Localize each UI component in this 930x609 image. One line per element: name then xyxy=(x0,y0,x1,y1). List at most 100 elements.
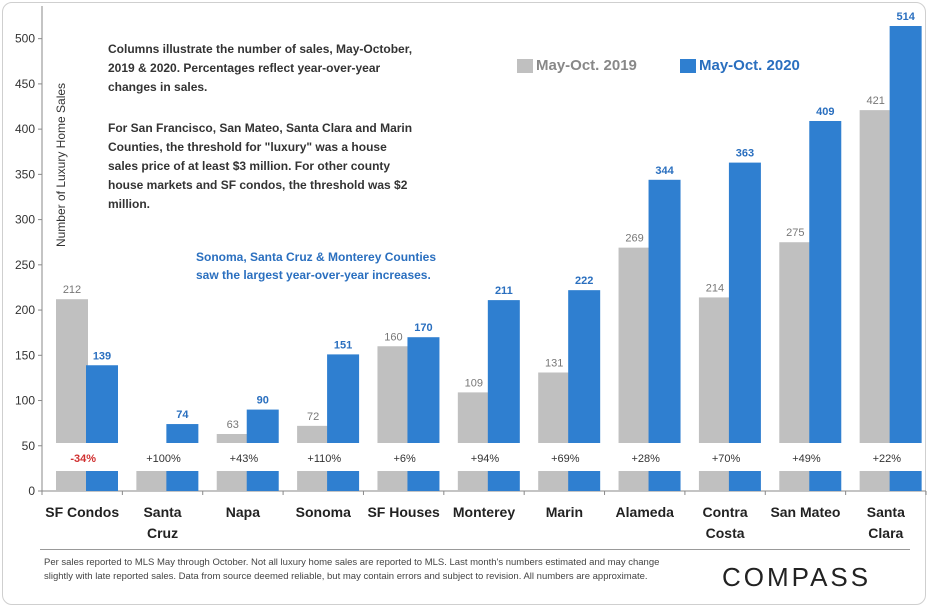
category-label: Alameda xyxy=(616,504,675,520)
pct-change-label: -34% xyxy=(70,453,96,465)
y-tick-label: 250 xyxy=(15,258,35,272)
y-axis-title: Number of Luxury Home Sales xyxy=(54,83,68,247)
data-label-2019: 214 xyxy=(706,282,724,294)
data-label-2020: 222 xyxy=(575,275,593,287)
pct-change-label: +22% xyxy=(873,453,902,465)
data-label-2020: 363 xyxy=(736,148,754,160)
bar-2020 xyxy=(728,162,761,492)
pct-band xyxy=(771,443,844,471)
bar-2020 xyxy=(809,120,842,492)
pct-change-label: +43% xyxy=(230,453,259,465)
y-tick-label: 400 xyxy=(15,122,35,136)
pct-change-label: +28% xyxy=(632,453,661,465)
pct-band xyxy=(289,443,362,471)
bar-2019 xyxy=(538,372,571,491)
bar-2020 xyxy=(648,179,681,492)
data-label-2019: 72 xyxy=(307,411,319,423)
y-tick-label: 150 xyxy=(15,348,35,362)
note-line: house markets and SF condos, the thresho… xyxy=(108,178,408,192)
category-label: Monterey xyxy=(453,504,515,520)
data-label-2019: 212 xyxy=(63,284,81,296)
legend-swatch-2019 xyxy=(517,58,533,73)
note-line: 2019 & 2020. Percentages reflect year-ov… xyxy=(108,61,381,75)
data-label-2019: 63 xyxy=(227,419,239,431)
legend-label-2020: May-Oct. 2020 xyxy=(699,57,800,74)
pct-change-label: +69% xyxy=(551,453,580,465)
y-tick-label: 350 xyxy=(15,167,35,181)
pct-change-label: +94% xyxy=(471,453,500,465)
legend-swatch-2020 xyxy=(680,58,696,73)
pct-change-label: +6% xyxy=(393,453,416,465)
compass-logo: COMPASS xyxy=(722,562,872,592)
data-label-2020: 151 xyxy=(334,339,352,351)
category-label: Marin xyxy=(546,504,583,520)
note-line: Columns illustrate the number of sales, … xyxy=(108,42,413,56)
category-label: Napa xyxy=(226,504,260,520)
bar-2020 xyxy=(86,365,118,491)
pct-band xyxy=(369,443,442,471)
data-label-2019: 275 xyxy=(786,227,804,239)
pct-change-label: +70% xyxy=(712,453,741,465)
category-label: SF Condos xyxy=(45,504,119,520)
category-label: SF Houses xyxy=(367,504,440,520)
data-label-2019: 131 xyxy=(545,357,563,369)
bar-2020 xyxy=(889,26,922,491)
highlight-line: Sonoma, Santa Cruz & Monterey Counties xyxy=(196,250,437,264)
pct-band xyxy=(851,443,924,471)
data-label-2020: 514 xyxy=(896,11,915,23)
y-tick-label: 450 xyxy=(15,77,35,91)
data-label-2019: 269 xyxy=(625,233,643,245)
legend-label-2019: May-Oct. 2019 xyxy=(536,57,637,74)
pct-change-label: +110% xyxy=(307,453,341,465)
note-line: changes in sales. xyxy=(108,80,208,94)
pct-change-label: +49% xyxy=(792,453,821,465)
y-tick-label: 200 xyxy=(15,303,35,317)
data-label-2020: 74 xyxy=(176,409,189,421)
category-label: Costa xyxy=(706,525,745,541)
category-label: San Mateo xyxy=(770,504,840,520)
bar-2019 xyxy=(859,110,892,491)
note-line: Counties, the threshold for "luxury" was… xyxy=(108,140,387,154)
y-tick-label: 500 xyxy=(15,32,35,46)
pct-band xyxy=(449,443,523,471)
pct-band xyxy=(690,443,764,471)
pct-band xyxy=(128,443,201,471)
category-label: Santa xyxy=(143,504,181,520)
category-label: Cruz xyxy=(147,525,178,541)
data-label-2020: 211 xyxy=(495,285,513,297)
legend-2020: May-Oct. 2020 xyxy=(680,57,800,74)
category-label: Sonoma xyxy=(296,504,351,520)
y-tick-label: 50 xyxy=(22,439,36,453)
y-tick-label: 300 xyxy=(15,213,35,227)
data-label-2020: 170 xyxy=(414,322,432,334)
data-label-2020: 409 xyxy=(816,106,834,118)
pct-band xyxy=(610,443,683,471)
y-tick-label: 0 xyxy=(28,484,35,498)
category-label: Santa xyxy=(867,504,905,520)
note-paragraph-1: Columns illustrate the number of sales, … xyxy=(108,40,412,97)
category-label: Clara xyxy=(868,525,903,541)
data-label-2020: 139 xyxy=(93,350,111,362)
footer-divider xyxy=(40,549,910,550)
note-line: For San Francisco, San Mateo, Santa Clar… xyxy=(108,121,413,135)
note-line: million. xyxy=(108,197,150,211)
highlight-note: Sonoma, Santa Cruz & Monterey Counties s… xyxy=(196,248,436,284)
pct-band xyxy=(530,443,603,471)
bar-2019 xyxy=(457,392,490,491)
note-line: sales price of at least $3 million. For … xyxy=(108,159,391,173)
legend-2019: May-Oct. 2019 xyxy=(517,57,637,74)
data-label-2020: 90 xyxy=(257,395,269,407)
y-tick-label: 100 xyxy=(15,394,35,408)
data-label-2019: 160 xyxy=(384,331,402,343)
category-label: Contra xyxy=(703,504,748,520)
pct-change-label: +100% xyxy=(146,453,181,465)
pct-band xyxy=(48,443,121,471)
highlight-line: saw the largest year-over-year increases… xyxy=(196,268,431,282)
note-paragraph-2: For San Francisco, San Mateo, Santa Clar… xyxy=(108,119,412,214)
data-label-2019: 109 xyxy=(465,377,483,389)
pct-band xyxy=(208,443,282,471)
footer-disclaimer: Per sales reported to MLS May through Oc… xyxy=(44,557,660,582)
data-label-2019: 421 xyxy=(866,95,884,107)
